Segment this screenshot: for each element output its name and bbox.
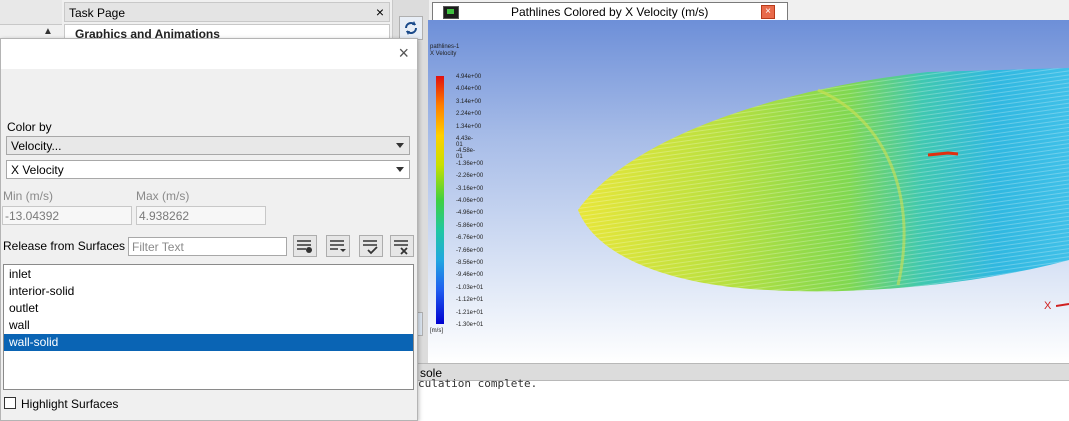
colorbar-tick-label: -4.58e-01 — [456, 148, 476, 161]
list-item-selected[interactable]: wall-solid — [4, 334, 413, 351]
colorbar-tick-label: -1.03e+01 — [456, 284, 484, 291]
surfaces-list[interactable]: inlet interior-solid outlet wall wall-so… — [3, 264, 414, 390]
list-item[interactable]: outlet — [9, 301, 39, 315]
color-by-value: Velocity... — [11, 139, 62, 153]
task-page-body: Graphics and Animations — [64, 24, 390, 41]
select-menu-button[interactable] — [326, 235, 350, 257]
graphics-viewport[interactable]: pathlines-1 X Velocity 4.94e+00 4.04e+00 3… — [428, 20, 1069, 363]
viewport-title: pathlines-1 X Velocity — [430, 44, 459, 58]
colorbar-tick-label: 2.24e+00 — [456, 111, 482, 118]
color-by-dropdown[interactable]: Velocity... — [6, 136, 410, 155]
viewport-title-line-1: pathlines-1 — [430, 44, 460, 50]
dialog-header: × — [1, 39, 417, 69]
color-by-label: Color by — [7, 120, 52, 134]
colorbar-tick-label: -1.30e+01 — [456, 322, 484, 328]
pathlines-dialog: × Color by Velocity... X Velocity Min (m… — [0, 38, 418, 421]
color-sub-dropdown[interactable]: X Velocity — [6, 160, 410, 179]
list-item[interactable]: interior-solid — [9, 284, 75, 298]
colorbar-tick-label: -1.12e+01 — [456, 297, 484, 304]
new-filter-button[interactable] — [293, 235, 317, 257]
colorbar-tick-label: -6.76e+00 — [456, 235, 484, 242]
colorbar-tick-label: -5.86e+00 — [456, 222, 484, 229]
list-item[interactable]: wall — [9, 318, 30, 332]
color-sub-value: X Velocity — [11, 163, 64, 177]
select-all-button[interactable] — [359, 235, 383, 257]
graphics-window-title: Pathlines Colored by X Velocity (m/s) — [511, 5, 709, 19]
chevron-down-icon — [396, 167, 404, 172]
colorbar-tick-label: -4.06e+00 — [456, 198, 484, 204]
colorbar-tick-label: 1.34e+00 — [456, 123, 482, 130]
colorbar-tick-label: -2.26e+00 — [456, 173, 484, 180]
colorbar-tick-label: -3.16e+00 — [456, 185, 484, 192]
chevron-down-icon — [396, 143, 404, 148]
min-label: Min (m/s) — [3, 189, 53, 203]
colorbar-tick-label: 3.14e+00 — [456, 98, 482, 105]
deselect-all-button[interactable] — [390, 235, 414, 257]
max-value: 4.938262 — [139, 209, 190, 223]
console-tab-label: sole — [420, 366, 443, 380]
colorbar-tick-label: -1.36e+00 — [456, 160, 484, 167]
graphics-close-button[interactable]: × — [761, 5, 775, 19]
task-page-header: Task Page × — [64, 2, 390, 22]
filter-new-icon — [297, 240, 312, 253]
min-value: -13.04392 — [5, 209, 60, 223]
left-panel-header — [0, 0, 62, 25]
colorbar-unit: [m/s] — [430, 328, 443, 334]
min-field[interactable]: -13.04392 — [2, 206, 132, 225]
max-field[interactable]: 4.938262 — [136, 206, 266, 225]
viewport-title-line-2: X Velocity — [430, 51, 457, 57]
task-page-title: Task Page — [69, 6, 126, 20]
colorbar-tick-label: -9.46e+00 — [456, 272, 484, 279]
max-label: Max (m/s) — [136, 189, 190, 203]
filter-text-input[interactable]: Filter Text — [128, 237, 287, 256]
graphics-window-tab[interactable]: Pathlines Colored by X Velocity (m/s) × — [432, 2, 788, 20]
list-clear-icon — [394, 240, 408, 255]
console-tab[interactable]: sole — [418, 363, 1069, 381]
release-from-surfaces-label: Release from Surfaces — [3, 239, 126, 253]
colorbar-tick-label: 4.94e+00 — [456, 74, 482, 80]
list-dropdown-icon — [330, 240, 346, 252]
console-text: culation complete. — [418, 377, 538, 390]
scroll-up-icon[interactable]: ▲ — [43, 26, 53, 37]
task-page-heading: Graphics and Animations — [75, 27, 220, 41]
colorbar-tick-label: -1.21e+01 — [456, 309, 484, 316]
colorbar-tick-label: -4.96e+00 — [456, 210, 484, 217]
graphics-window-icon — [443, 6, 459, 19]
colorbar-tick-label: 4.43e-01 — [456, 136, 474, 148]
refresh-icon[interactable] — [399, 16, 423, 40]
axis-x-label: X — [1044, 300, 1052, 312]
list-item[interactable]: inlet — [9, 267, 32, 281]
pathline-body — [578, 68, 1069, 292]
colorbar — [436, 76, 444, 324]
console-output[interactable]: culation complete. — [418, 377, 1069, 421]
dialog-close-button[interactable]: × — [398, 43, 409, 63]
highlight-surfaces-label: Highlight Surfaces — [21, 397, 119, 411]
colorbar-tick-label: 4.04e+00 — [456, 86, 482, 93]
colorbar-tick-label: -8.56e+00 — [456, 260, 484, 266]
axis-triad-icon — [1056, 303, 1069, 307]
filter-placeholder: Filter Text — [132, 240, 184, 254]
list-check-icon — [363, 240, 378, 255]
task-page-close-button[interactable]: × — [375, 4, 384, 20]
colorbar-tick-label: -7.66e+00 — [456, 247, 484, 254]
highlight-surfaces-checkbox[interactable] — [4, 397, 16, 409]
